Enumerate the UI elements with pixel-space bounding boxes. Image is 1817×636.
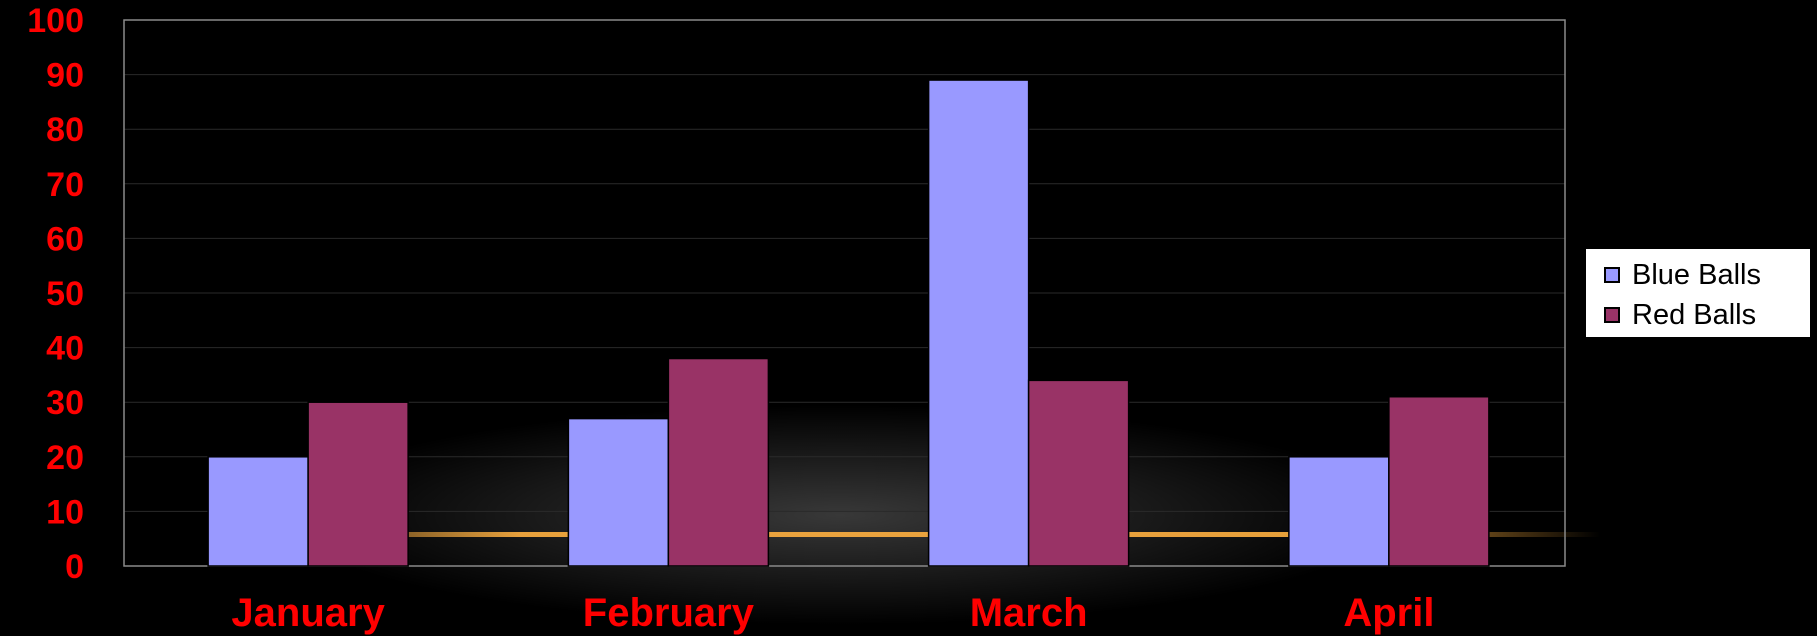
y-axis-ticks: 0 10 20 30 40 50 60 70 80 90 100 (27, 2, 84, 586)
legend-item-red-balls: Red Balls (1604, 295, 1810, 335)
legend-label-blue-balls: Blue Balls (1632, 258, 1761, 291)
legend-swatch-red-balls (1604, 307, 1620, 323)
y-tick-label: 90 (46, 57, 84, 95)
legend: Blue Balls Red Balls (1585, 248, 1811, 338)
plot-area-frame (123, 19, 1566, 567)
bar-red-balls-april (1388, 395, 1490, 567)
y-tick-label: 60 (46, 220, 84, 258)
bar-blue-balls-march (927, 79, 1030, 567)
legend-label-red-balls: Red Balls (1632, 298, 1757, 331)
y-tick-label: 30 (46, 384, 84, 422)
bar-red-balls-january (307, 401, 409, 567)
y-tick-label: 50 (46, 275, 84, 313)
bar-red-balls-march (1027, 379, 1130, 567)
floor-glow (280, 405, 1400, 625)
x-category-label: March (970, 591, 1088, 635)
y-tick-label: 20 (46, 439, 84, 477)
bar-red-balls-february (667, 357, 770, 567)
x-category-label: February (583, 591, 755, 635)
legend-swatch-blue-balls (1604, 267, 1620, 283)
y-tick-label: 100 (27, 2, 84, 40)
y-tick-label: 0 (65, 548, 84, 586)
y-tick-label: 70 (46, 166, 84, 204)
x-category-label: January (231, 591, 385, 635)
bar-blue-balls-april (1288, 456, 1390, 567)
x-axis-labels: January February March April (231, 591, 1434, 635)
legend-item-blue-balls: Blue Balls (1604, 255, 1810, 295)
y-tick-label: 10 (46, 493, 84, 531)
floor-glow-line (250, 532, 1600, 537)
y-tick-label: 40 (46, 330, 84, 368)
y-tick-label: 80 (46, 111, 84, 149)
bar-blue-balls-january (207, 456, 309, 567)
x-category-label: April (1343, 591, 1434, 635)
bars (207, 79, 1490, 567)
bar-blue-balls-february (567, 417, 670, 567)
